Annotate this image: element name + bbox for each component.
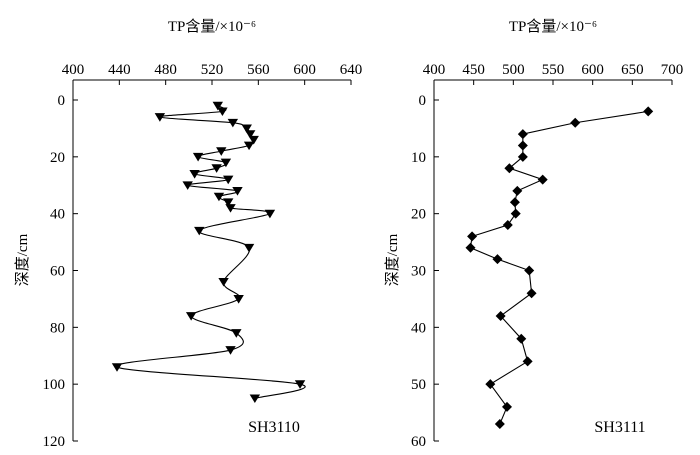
data-point <box>232 187 243 196</box>
y-axis-title: 深度/cm <box>384 233 401 286</box>
series-line <box>115 105 306 399</box>
y-tick-label: 20 <box>411 207 426 223</box>
data-point <box>294 380 306 389</box>
x-tick-label: 480 <box>154 62 177 78</box>
y-tick-label: 40 <box>411 320 426 336</box>
y-tick-label: 80 <box>50 320 65 336</box>
data-point <box>211 164 222 173</box>
panel-label: SH3110 <box>248 419 300 436</box>
x-tick-label: 600 <box>581 62 604 78</box>
x-tick-label: 600 <box>293 62 316 78</box>
data-point <box>502 220 513 231</box>
y-tick-label: 0 <box>419 93 427 109</box>
data-point <box>249 394 261 404</box>
data-point <box>192 152 204 162</box>
data-point <box>223 198 234 207</box>
data-point <box>512 185 523 196</box>
data-point <box>501 401 512 412</box>
y-tick-label: 50 <box>411 377 426 393</box>
data-point <box>185 312 197 321</box>
y-axis-title: 深度/cm <box>14 233 31 286</box>
x-axis-title: TP含量/×10⁻⁶ <box>168 18 256 35</box>
data-point <box>264 209 276 219</box>
y-tick-label: 10 <box>411 150 426 166</box>
y-tick-label: 20 <box>50 150 65 166</box>
series-line <box>469 110 649 425</box>
data-point <box>213 192 225 202</box>
data-point <box>241 124 252 134</box>
y-tick-label: 0 <box>58 93 66 109</box>
data-point <box>537 174 548 185</box>
data-point <box>467 231 478 242</box>
data-point <box>485 379 496 390</box>
x-tick-label: 500 <box>502 62 525 78</box>
data-point <box>465 242 476 253</box>
data-point <box>225 204 236 213</box>
data-point <box>218 277 229 287</box>
x-tick-label: 400 <box>423 62 446 78</box>
data-point <box>189 169 200 179</box>
y-tick-label: 60 <box>411 434 426 450</box>
y-tick-label: 30 <box>411 264 426 280</box>
data-point <box>509 197 520 208</box>
data-point <box>643 106 654 117</box>
x-tick-label: 650 <box>621 62 644 78</box>
x-tick-label: 550 <box>542 62 565 78</box>
data-point <box>182 181 193 190</box>
x-axis-title: TP含量/×10⁻⁶ <box>509 18 597 35</box>
chart-sh3110: 400 440 480 520 560 600 640 0 20 40 60 80 100 120 TP含量… <box>14 18 362 450</box>
data-point <box>492 254 503 265</box>
data-point <box>517 140 528 151</box>
data-point <box>154 113 166 122</box>
data-point <box>223 175 234 185</box>
x-tick-label: 440 <box>108 62 131 78</box>
x-tick-label: 400 <box>62 62 85 78</box>
data-point <box>517 151 528 162</box>
data-point <box>194 226 205 236</box>
data-point <box>220 158 232 168</box>
data-point <box>524 265 535 276</box>
data-point <box>243 141 255 151</box>
data-point <box>233 295 244 304</box>
panel-label: SH3111 <box>594 419 645 436</box>
y-tick-label: 60 <box>50 264 65 280</box>
data-point <box>227 118 239 128</box>
data-point <box>248 135 259 145</box>
data-point <box>516 333 527 344</box>
data-point <box>231 329 242 338</box>
data-point <box>494 418 505 429</box>
x-tick-label: 640 <box>340 62 363 78</box>
data-point <box>522 356 533 367</box>
data-point <box>216 147 227 156</box>
data-point <box>245 130 256 139</box>
data-point <box>243 243 255 253</box>
data-point <box>517 129 528 140</box>
data-point <box>495 310 506 321</box>
data-point <box>510 208 521 219</box>
y-tick-label: 40 <box>50 207 65 223</box>
data-point <box>225 346 236 355</box>
data-point <box>212 101 223 111</box>
chart-sh3111: 400 450 500 550 600 650 700 0 10 20 30 40 50 60 TP含量/×… <box>384 18 683 450</box>
x-tick-label: 700 <box>661 62 684 78</box>
y-tick-label: 100 <box>43 377 66 393</box>
data-point <box>504 163 515 174</box>
data-point <box>526 288 537 299</box>
x-tick-label: 560 <box>247 62 270 78</box>
x-tick-label: 520 <box>201 62 224 78</box>
data-point <box>111 363 123 372</box>
data-point <box>217 107 228 117</box>
x-tick-label: 450 <box>462 62 485 78</box>
y-tick-label: 120 <box>43 434 66 450</box>
data-point <box>570 117 581 128</box>
